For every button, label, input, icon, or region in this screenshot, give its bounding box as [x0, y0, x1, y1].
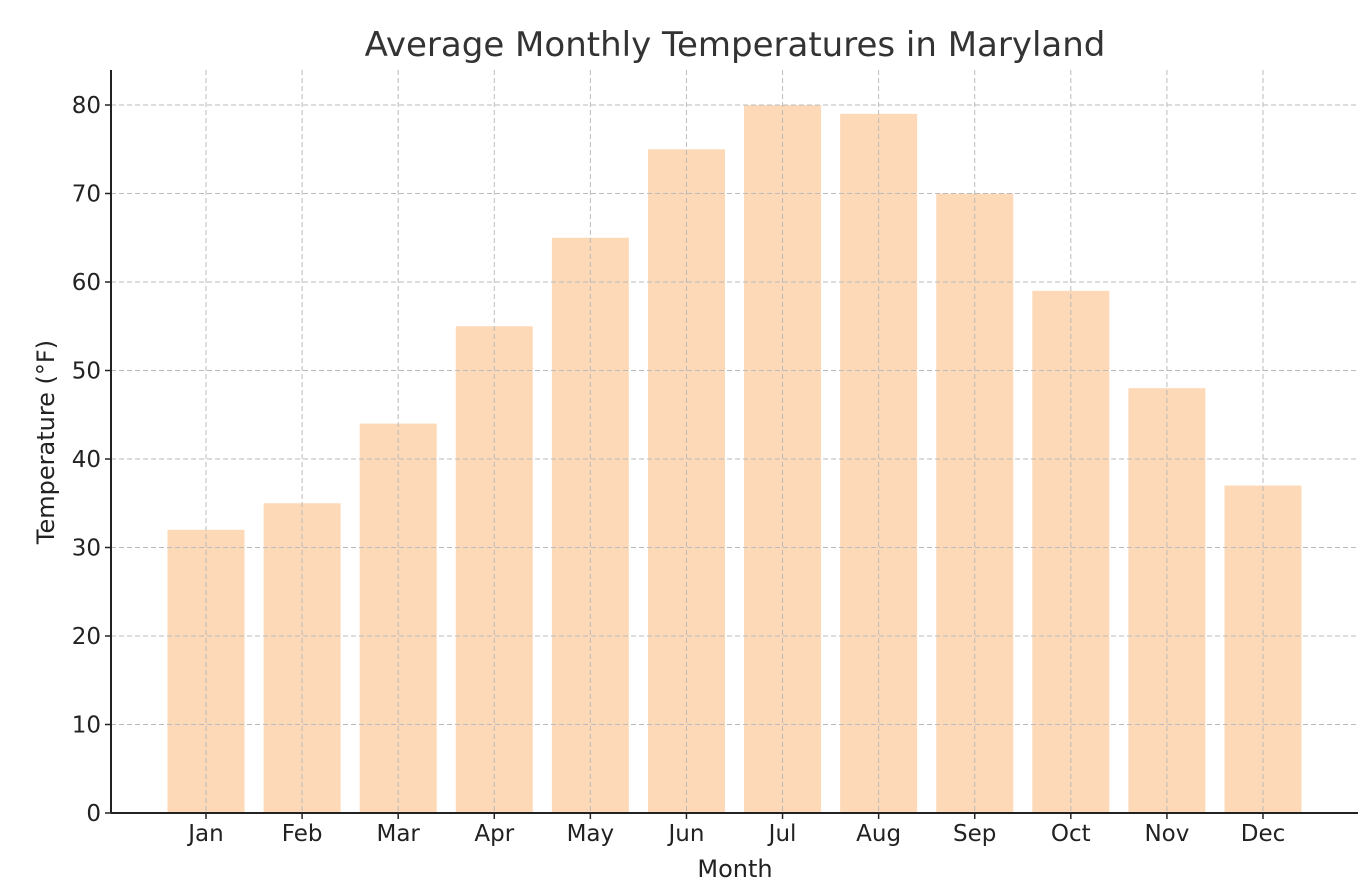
x-tick-label: Jul	[767, 821, 797, 847]
y-tick-label: 30	[72, 536, 101, 562]
x-tick-label: Jun	[666, 821, 704, 847]
y-tick-label: 40	[72, 447, 101, 473]
y-tick-label: 10	[72, 713, 101, 739]
x-tick-label: Aug	[856, 821, 901, 847]
x-axis-label: Month	[697, 855, 772, 883]
x-tick-label: Oct	[1051, 821, 1091, 847]
bar-may	[551, 237, 629, 813]
y-tick-label: 80	[72, 93, 101, 119]
y-tick-label: 20	[72, 624, 101, 650]
x-tick-label: Jan	[186, 821, 223, 847]
x-tick-label: May	[567, 821, 615, 847]
x-tick-label: Mar	[376, 821, 420, 847]
x-tick-label: Nov	[1144, 821, 1189, 847]
y-tick-label: 50	[72, 359, 101, 385]
x-tick-label: Feb	[282, 821, 323, 847]
x-tick-label: Dec	[1241, 821, 1286, 847]
y-axis-label: Temperature (°F)	[32, 340, 60, 545]
x-tick-label: Apr	[474, 821, 514, 847]
y-tick-label: 60	[72, 270, 101, 296]
x-tick-label: Sep	[953, 821, 996, 847]
y-tick-label: 70	[72, 182, 101, 208]
y-tick-label: 0	[86, 801, 101, 827]
chart-title: Average Monthly Temperatures in Maryland	[365, 25, 1106, 65]
